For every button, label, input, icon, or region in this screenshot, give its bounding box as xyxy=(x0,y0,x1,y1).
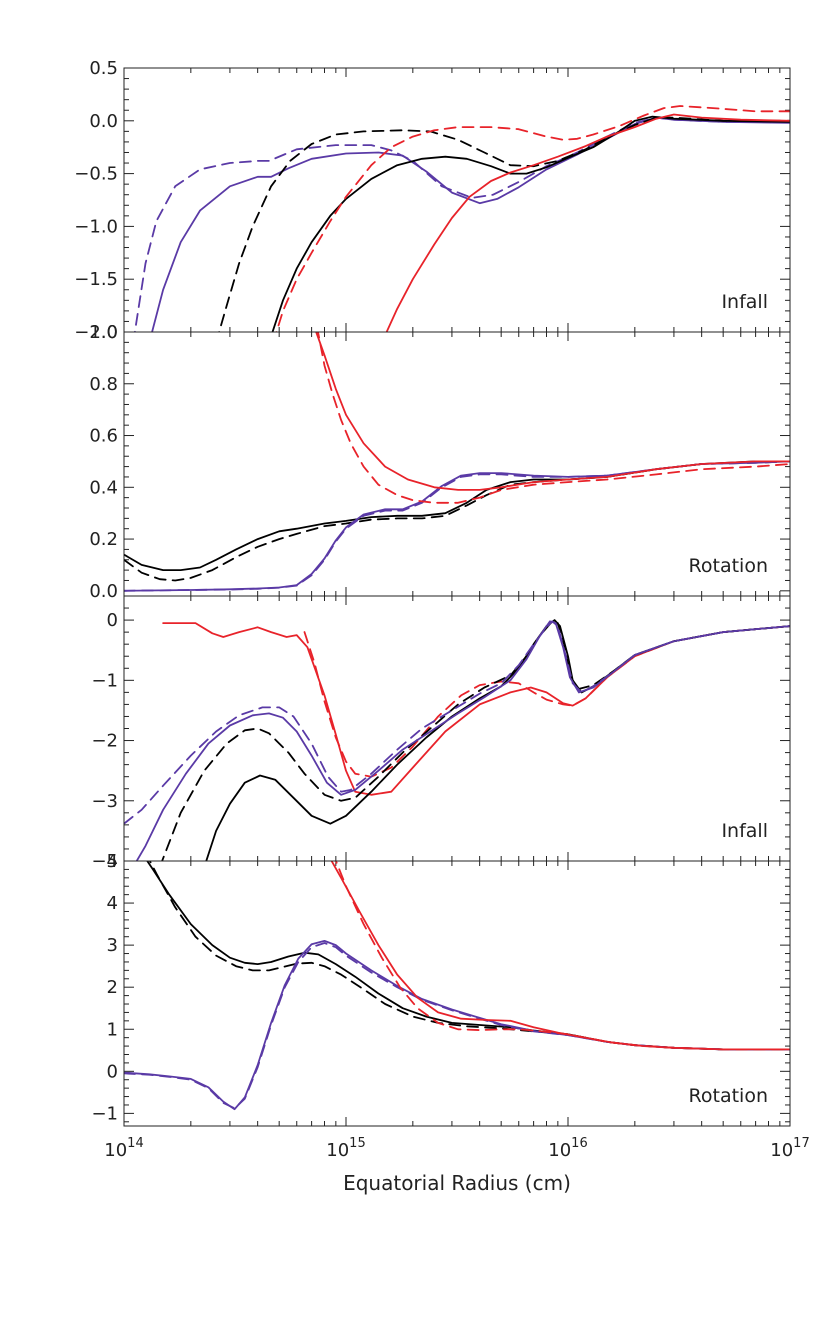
series-line-red-solid xyxy=(385,113,790,332)
panel-series-group xyxy=(124,619,790,861)
series-line-red-solid xyxy=(162,622,790,796)
panel-label: Infall xyxy=(721,820,768,842)
panel-frame xyxy=(123,595,791,862)
series-line-red-dashed xyxy=(275,105,790,332)
series-line-red-dashed xyxy=(334,861,790,1051)
y-tick-label: −3 xyxy=(91,791,118,812)
panel-series-group xyxy=(124,332,790,592)
series-line-black-solid xyxy=(146,861,790,1051)
y-tick-label: −2.0 xyxy=(74,322,118,343)
panel-label: Rotation xyxy=(689,1085,768,1107)
panel-label: Infall xyxy=(721,291,768,313)
y-tick-label: −1.5 xyxy=(74,269,118,290)
y-tick-label: 0 xyxy=(107,1061,118,1082)
x-axis-title: Equatorial Radius (cm) xyxy=(343,1171,571,1195)
series-line-blue-solid xyxy=(151,116,790,332)
series-line-black-dashed xyxy=(218,116,790,332)
y-tick-label: 3 xyxy=(107,935,118,956)
series-line-red-solid xyxy=(315,332,790,491)
x-tick-label: 1015 xyxy=(326,1136,365,1161)
y-tick-label: 1.0 xyxy=(89,322,118,343)
y-tick-label: 1 xyxy=(107,1019,118,1040)
y-tick-label: 0.4 xyxy=(89,477,118,498)
series-lines xyxy=(124,105,790,1111)
series-line-red-dashed xyxy=(317,332,790,504)
axis-ticks xyxy=(123,67,791,1126)
y-tick-label: −1 xyxy=(91,670,118,691)
panel-frames xyxy=(123,67,791,1127)
y-tick-label: −4 xyxy=(91,851,118,872)
y-tick-label: −1.0 xyxy=(74,216,118,237)
x-tick-label: 1016 xyxy=(548,1136,587,1161)
y-tick-label: 0.6 xyxy=(89,426,118,447)
y-tick-label: 0.8 xyxy=(89,374,118,395)
series-line-black-dashed xyxy=(124,460,790,582)
series-line-black-solid xyxy=(205,619,790,861)
series-line-red-solid xyxy=(330,861,790,1051)
y-tick-label: −2 xyxy=(91,731,118,752)
panel-frame xyxy=(123,860,791,1127)
y-tick-label: −1 xyxy=(91,1103,118,1124)
x-tick-label: 1014 xyxy=(104,1136,143,1161)
y-tick-label: 0.0 xyxy=(89,581,118,602)
series-line-blue-solid xyxy=(124,460,790,592)
y-tick-label: −0.5 xyxy=(74,164,118,185)
y-tick-label: 0.2 xyxy=(89,529,118,550)
panel-frame xyxy=(123,67,791,333)
y-tick-label: 0.0 xyxy=(89,111,118,132)
series-line-black-solid xyxy=(271,115,790,332)
panel-series-group xyxy=(133,105,790,332)
y-tick-label: 0.5 xyxy=(89,58,118,79)
series-line-black-dashed xyxy=(161,620,790,861)
y-tick-label: 2 xyxy=(107,977,118,998)
y-tick-label: 0 xyxy=(107,610,118,631)
series-line-blue-solid xyxy=(135,620,790,861)
panel-series-group xyxy=(124,861,790,1111)
tick-labels: 0.5 0.0 −0.5 −1.0 −1.5 −2.0 Infall 1.0 0.8 0.6 0.4… xyxy=(74,58,809,1161)
y-tick-label: 5 xyxy=(107,851,118,872)
x-tick-label: 1017 xyxy=(770,1136,809,1161)
panel-label: Rotation xyxy=(689,555,768,577)
series-line-red-dashed xyxy=(303,625,790,778)
series-line-blue-dashed xyxy=(133,116,790,332)
y-tick-label: 4 xyxy=(107,893,118,914)
